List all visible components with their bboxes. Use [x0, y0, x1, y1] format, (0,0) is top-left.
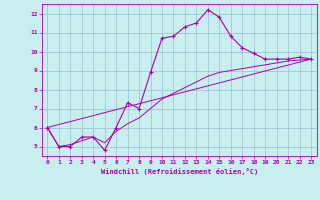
X-axis label: Windchill (Refroidissement éolien,°C): Windchill (Refroidissement éolien,°C)	[100, 168, 258, 175]
